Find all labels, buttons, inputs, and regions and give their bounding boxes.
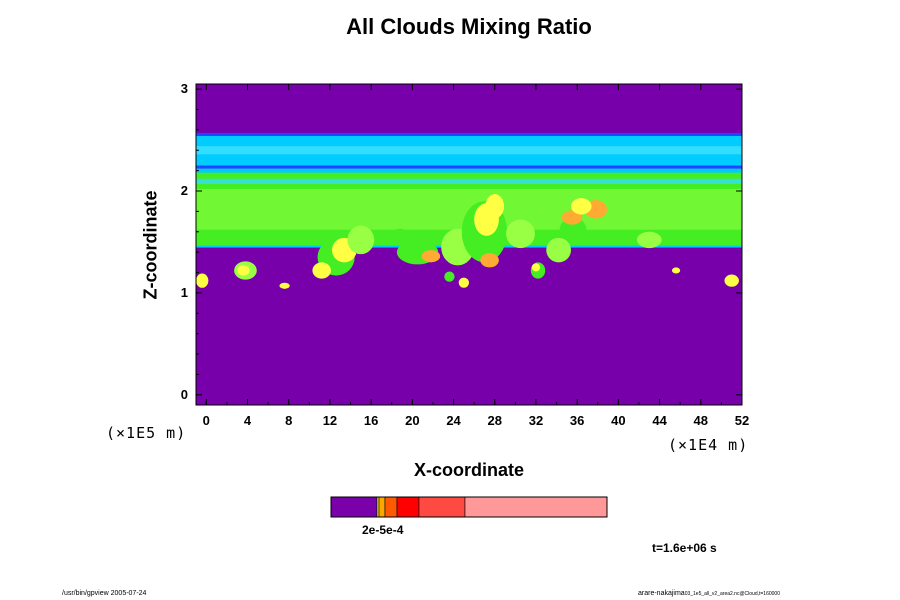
x-tick-label: 20 — [405, 413, 420, 428]
colorbar-segment — [330, 496, 378, 518]
time-label: t=1.6e+06 s — [652, 541, 717, 555]
band-lightblue-lower — [196, 178, 742, 184]
x-tick-label: 36 — [569, 413, 585, 428]
cloud-blob — [347, 225, 375, 255]
cloud-blob — [559, 217, 587, 242]
cloud-blob — [671, 267, 681, 274]
x-tick-label: 24 — [446, 413, 461, 428]
footer-left: /usr/bin/gpview 2005-07-24 — [62, 590, 147, 597]
x-tick-label: 44 — [652, 413, 667, 428]
plot-area — [196, 84, 742, 405]
cloud-blob — [312, 262, 331, 279]
y-tick-label: 2 — [180, 183, 188, 198]
cloud-blob — [506, 219, 535, 249]
footer-right-small: 03_1e5_all_v2_area2.nc@Cloud,t=160000 — [684, 591, 780, 597]
band-darkblue — [196, 165, 742, 169]
cloud-blob — [485, 194, 505, 219]
x-tick-label: 16 — [363, 413, 379, 428]
y-axis-title: Z-coordinate — [140, 190, 161, 300]
colorbar-segment — [418, 496, 466, 518]
x-tick-label: 32 — [528, 413, 544, 428]
colorbar — [330, 496, 608, 518]
x-tick-label: 28 — [487, 413, 502, 428]
cloud-blob — [480, 253, 499, 268]
y-tick-label: 3 — [180, 81, 188, 97]
cloud-blob — [444, 271, 455, 282]
band-top-edge — [196, 132, 742, 136]
x-tick-label: 0 — [202, 413, 210, 428]
x-tick-label: 48 — [693, 413, 709, 428]
footer-right: arare-nakajima03_1e5_all_v2_area2.nc@Clo… — [638, 590, 780, 597]
x-tick-label: 8 — [285, 413, 293, 428]
colorbar-segment — [396, 496, 420, 518]
x-tick-label: 12 — [322, 413, 338, 428]
cloud-blob — [279, 282, 290, 289]
x-tick-label: 4 — [243, 413, 252, 428]
plot-frame — [195, 83, 743, 406]
cloud-blob — [636, 231, 662, 249]
cloud-blob — [458, 277, 469, 288]
footer-right-main: arare-nakajima — [638, 590, 685, 597]
cloud-blob — [421, 250, 441, 263]
y-tick-label: 1 — [180, 284, 188, 300]
cloud-blob — [570, 198, 592, 215]
colorbar-tick-labels: 2e-5e-4 — [362, 523, 404, 537]
cloud-blob — [391, 228, 409, 246]
axis-ticks — [196, 84, 743, 405]
colorbar-segment — [384, 496, 398, 518]
x-tick-label: 40 — [611, 413, 626, 428]
x-unit-label: (×1E4 m) — [668, 436, 749, 454]
band-lightblue — [196, 146, 742, 155]
colorbar-segment — [378, 496, 386, 518]
cloud-blob — [546, 237, 571, 263]
cloud-blob — [531, 263, 541, 272]
cloud-blob — [724, 274, 739, 287]
cloud-blob — [196, 273, 209, 288]
x-tick-label: 52 — [734, 413, 750, 428]
x-axis-title: X-coordinate — [413, 460, 524, 480]
cloud-blob — [561, 210, 583, 225]
cloud-blob — [237, 265, 250, 276]
y-tick-label: 0 — [180, 386, 188, 402]
chart-title: All Clouds Mixing Ratio — [346, 14, 592, 39]
y-unit-label: (×1E5 m) — [106, 424, 187, 442]
colorbar-segment — [464, 496, 608, 518]
